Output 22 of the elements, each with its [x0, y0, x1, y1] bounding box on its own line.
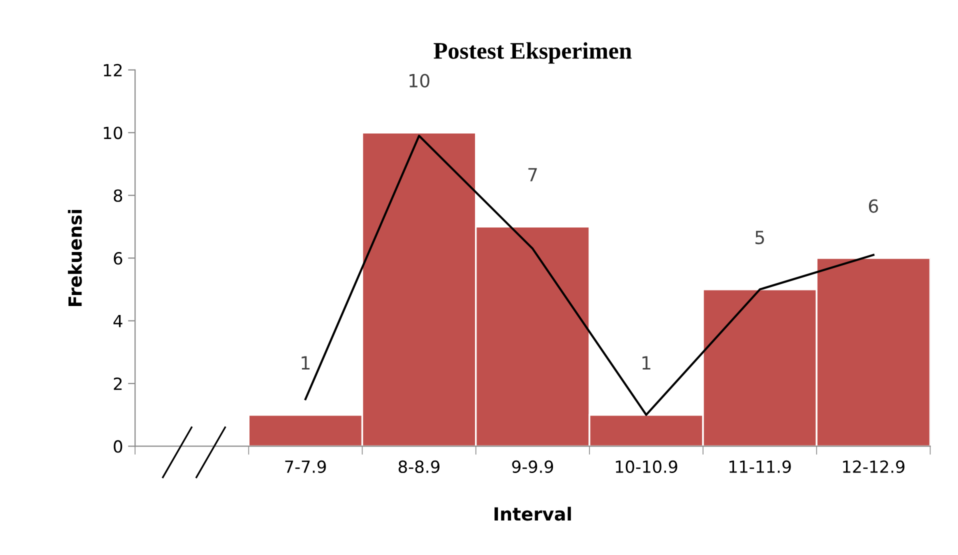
y-tick-label: 0 [114, 440, 122, 453]
x-tick-label: 11-11.9 [729, 460, 791, 474]
y-tick-label: 10 [104, 126, 122, 140]
x-tick-label: 10-10.9 [616, 460, 678, 474]
y-tick-label: 8 [114, 189, 122, 202]
data-label: 1 [302, 356, 310, 370]
chart-title: Postest Eksperimen [434, 42, 632, 64]
y-tick-label: 12 [104, 64, 122, 76]
data-label: 10 [410, 74, 430, 88]
y-tick-label: 4 [113, 314, 122, 328]
y-axis-title: Frekuensi [68, 210, 82, 306]
data-label: 7 [528, 168, 537, 182]
data-label: 5 [755, 230, 764, 244]
data-label: 6 [868, 199, 878, 213]
x-tick-label: 9-9.9 [512, 460, 554, 474]
x-axis-title: Interval [494, 506, 571, 521]
y-tick-label: 6 [114, 252, 122, 265]
x-tick-label: 7-7.9 [285, 460, 326, 474]
data-label: 1 [642, 356, 650, 370]
y-tick-label: 2 [114, 377, 122, 390]
x-tick-label: 12-12.9 [843, 460, 904, 474]
x-tick-label: 8-8.9 [398, 460, 440, 474]
